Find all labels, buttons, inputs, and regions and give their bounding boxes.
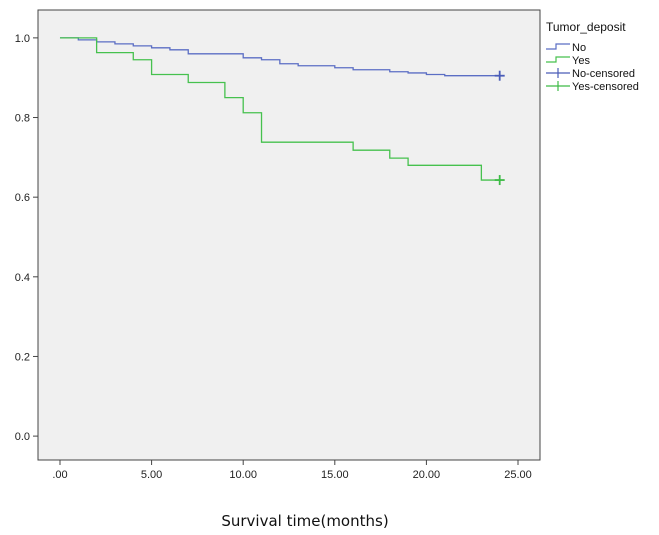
y-tick-label: 0.2 <box>15 351 30 363</box>
x-axis: .00 5.00 10.00 15.00 20.00 25.00 <box>52 460 532 481</box>
y-tick-label: 0.0 <box>15 431 30 443</box>
legend-swatch <box>546 56 570 63</box>
x-tick-label: 15.00 <box>321 469 349 481</box>
series-group <box>59 37 500 181</box>
plot-area <box>37 9 541 461</box>
x-tick-label: .00 <box>52 469 67 481</box>
legend-label: No-censored <box>572 68 635 80</box>
series-line-no <box>59 37 500 77</box>
y-tick-label: 1.0 <box>15 33 30 45</box>
y-axis: 0.0 0.2 0.4 0.6 0.8 1.0 <box>15 33 38 443</box>
y-tick-label: 0.8 <box>15 113 30 125</box>
legend-title: Tumor_deposit <box>546 20 626 34</box>
x-tick-label: 25.00 <box>504 469 532 481</box>
legend: Tumor_deposit NoYesNo-censoredYes-censor… <box>546 20 639 93</box>
legend-label: Yes <box>572 55 590 67</box>
y-tick-label: 0.6 <box>15 192 30 204</box>
x-axis-label: Survival time(months) <box>221 512 389 530</box>
legend-label: No <box>572 42 586 54</box>
x-tick-label: 20.00 <box>413 469 441 481</box>
legend-label: Yes-censored <box>572 81 639 93</box>
series-line-yes <box>59 37 500 181</box>
x-tick-label: 5.00 <box>141 469 162 481</box>
y-tick-label: 0.4 <box>15 272 30 284</box>
legend-swatch <box>546 43 570 50</box>
x-tick-label: 10.00 <box>229 469 257 481</box>
censored-marks <box>494 70 505 186</box>
survival-chart: .00 5.00 10.00 15.00 20.00 25.00 0.0 0.2 0.4 0.6… <box>15 9 639 481</box>
